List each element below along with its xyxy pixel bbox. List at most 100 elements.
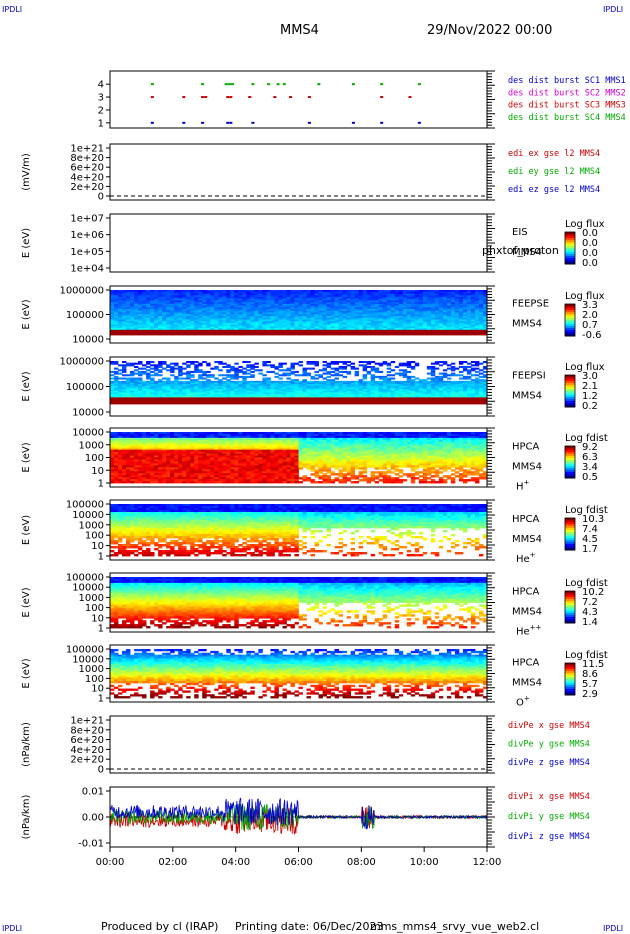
panel-hpca_h-cell	[158, 461, 163, 464]
panel-feepse-cell	[414, 310, 420, 313]
panel-hpca_h-cell	[114, 465, 119, 468]
panel-feepsi-cell	[298, 361, 303, 364]
panel-feepse-cell	[114, 326, 119, 329]
panel-feepse-cell	[226, 326, 231, 329]
panel-feepse-cell	[142, 291, 147, 294]
panel-feepse-cell	[426, 326, 432, 329]
panel-feepse-cell	[390, 302, 396, 305]
panel-feepse-cell	[190, 322, 195, 326]
panel-feepse-cell	[214, 314, 219, 317]
panel-feepse-cell	[446, 324, 452, 327]
panel-feepse-cell	[394, 317, 400, 320]
panel-feepsi-cell	[162, 380, 167, 383]
panel-feepse-cell	[242, 322, 247, 326]
panel-feepsi-cell	[142, 402, 147, 405]
panel-feepse-cell	[402, 302, 408, 305]
panel-feepsi-cell	[254, 362, 259, 365]
panel-feepse-cell	[410, 333, 416, 336]
panel-feepse-cell	[234, 315, 239, 319]
panel-feepse-cell	[254, 329, 259, 332]
panel-hpca_h-cell	[166, 467, 171, 470]
panel-feepsi-cell	[450, 387, 456, 390]
panel-feepsi-cell	[318, 390, 323, 393]
panel-feepse-cell	[238, 321, 243, 324]
panel-feepsi-cell	[182, 372, 187, 375]
panel-feepse-cell	[194, 326, 199, 329]
panel-feepse-cell	[114, 331, 119, 334]
panel-feepse-cell	[290, 298, 295, 301]
panel-feepse-cell	[170, 314, 175, 317]
panel-feepse-cell	[314, 302, 319, 305]
panel-feepse-cell	[418, 319, 424, 322]
panel-feepse-cell	[166, 303, 171, 306]
panel-feepse-cell	[466, 326, 472, 329]
panel-feepsi-cell	[450, 394, 456, 397]
panel-feepse-cell	[366, 300, 372, 303]
panel-feepse-cell	[478, 319, 484, 322]
panel-feepse-cell	[474, 298, 480, 301]
panel-feepsi-cell	[422, 382, 428, 385]
panel-feepse-cell	[138, 324, 143, 327]
panel-hpca_h-cell	[138, 441, 143, 445]
panel-feepse-cell	[294, 331, 299, 334]
panel-feepsi-cell	[282, 387, 287, 390]
panel-feepsi-cell	[302, 372, 307, 375]
panel-feepse-cell	[290, 314, 295, 317]
panel-feepse-cell	[366, 319, 372, 322]
panel-feepsi-cell	[146, 402, 151, 405]
panel-feepse-cell	[194, 324, 199, 327]
panel-feepsi-cell	[342, 402, 348, 405]
panel-feepsi-cell	[158, 361, 163, 364]
panel-feepsi-cell	[294, 395, 299, 398]
panel-feepsi-cell	[370, 382, 376, 385]
panel-hpca_h-cell	[166, 443, 171, 447]
panel-feepse-cell	[186, 322, 191, 326]
panel-feepse-cell	[218, 298, 223, 301]
panel-feepsi-cell	[234, 397, 239, 400]
panel-hpca_h-cell	[138, 473, 143, 476]
panel-feepsi-cell	[214, 392, 219, 395]
panel-feepsi-cell	[282, 362, 287, 365]
panel-feepsi-cell	[354, 382, 360, 385]
panel-feepsi-cell	[462, 375, 468, 378]
panel-feepse-cell	[434, 295, 440, 298]
panel-hpca_h-cell	[154, 469, 159, 472]
panel-feepse-cell	[134, 329, 139, 332]
panel-feepsi-cell	[130, 382, 135, 385]
panel-feepse-cell	[230, 310, 235, 313]
panel-hpca_h-cell	[158, 453, 163, 456]
panel-feepse-cell	[206, 300, 211, 303]
panel-feepse-cell	[482, 324, 488, 327]
panel-feepse-cell	[174, 324, 179, 327]
panel-feepse-cell	[282, 298, 287, 301]
panel-hpca_h-cell	[142, 437, 147, 441]
panel-feepse-cell	[178, 324, 183, 327]
panel-feepsi-cell	[254, 400, 259, 403]
panel-feepse-cell	[466, 315, 472, 319]
panel-feepse-cell	[422, 296, 428, 300]
panel-feepsi-cell	[182, 392, 187, 395]
panel-feepsi-cell	[134, 390, 139, 393]
panel-feepse-cell	[362, 295, 368, 298]
panel-feepse-cell	[174, 293, 179, 296]
panel-feepse-cell	[130, 298, 135, 301]
panel-feepsi-cell	[366, 395, 372, 398]
panel-hpca_h-cell	[166, 457, 171, 460]
panel-feepsi-cell	[402, 364, 408, 367]
panel-feepse-cell	[430, 324, 436, 327]
panel-feepse-cell	[314, 293, 319, 296]
panel-feepse-cell	[354, 295, 360, 298]
panel-feepse-cell	[270, 319, 275, 322]
panel-feepsi-cell	[438, 390, 444, 393]
panel-feepse-cell	[322, 329, 327, 332]
panel-feepse-cell	[402, 305, 408, 308]
panel-feepse-cell	[142, 302, 147, 305]
panel-feepsi-cell	[246, 385, 251, 388]
panel-feepsi-cell	[470, 380, 476, 383]
panel-feepsi-cell	[242, 397, 247, 400]
corner-label-bottom-right: IPDLI	[603, 924, 623, 933]
panel-feepsi-cell	[402, 384, 408, 387]
panel-feepse-cell	[418, 305, 424, 308]
panel-feepsi-cell	[414, 400, 420, 403]
panel-feepse-cell	[330, 328, 335, 331]
